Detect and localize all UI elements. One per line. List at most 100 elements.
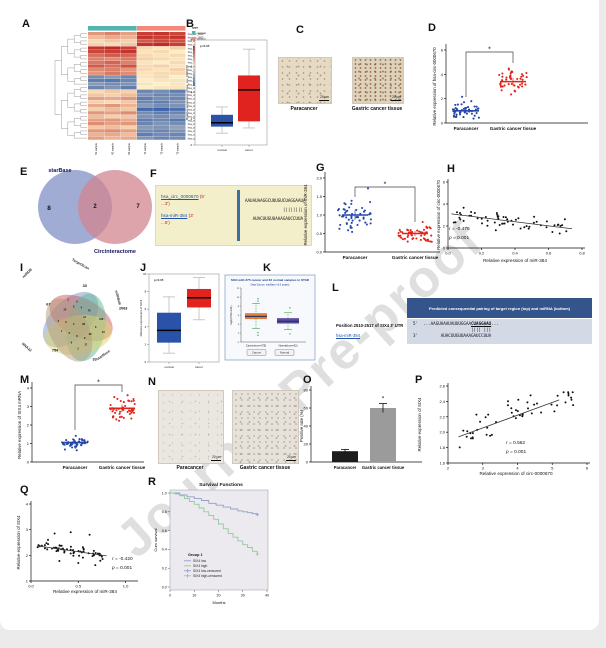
panel-q: Q 1 2 3 4 0.0 0.5 1.0 Relative expression of SI… [12, 480, 164, 602]
scale-bar: 20 μm [391, 95, 401, 101]
panel-p-label: P [415, 374, 423, 386]
svg-text:r = -0.476: r = -0.476 [449, 226, 470, 232]
image-caption: Paracancer [176, 465, 204, 471]
binding-site-box: hsa_circ_0000670 (5' ...3') hsa-miR-384 … [155, 185, 312, 246]
panel-h-label: H [447, 163, 455, 175]
svg-text:8: 8 [238, 306, 240, 308]
venn2-chart: starBase Circinteractome 8 2 7 [38, 168, 152, 255]
mir-cont-line: ...5') [161, 220, 170, 225]
svg-text:0: 0 [145, 360, 147, 364]
dotplot-chart-m: 0 1 2 3 4 Relative expression of SIX4 mRNA Par… [17, 380, 146, 471]
utr-sequence: 5' ...AAGUAAAUAUUUGGAACUAGGAAU... [413, 321, 499, 326]
svg-text:normal: normal [197, 31, 206, 35]
svg-text:2: 2 [77, 347, 79, 350]
panel-f: F hsa_circ_0000670 (5' ...3') hsa-miR-38… [146, 166, 320, 252]
panel-k: K SIX4 with 375 cancer and 32 normal sam… [224, 260, 324, 366]
svg-text:r = -0.420: r = -0.420 [112, 556, 133, 562]
svg-text:Relative expression of SIX4 mR: Relative expression of SIX4 mRNA [17, 391, 22, 459]
svg-text:2.4: 2.4 [439, 399, 445, 404]
scatter-chart-p: 1.6 1.8 2.0 2.2 2.4 2.6 2 3 4 5 6 Relative expressi… [417, 383, 590, 476]
utr-seq-pre: 5' ...AAGUAAAUAUUUGGAA [413, 321, 471, 326]
svg-text:2: 2 [191, 117, 193, 121]
svg-text:starBase: starBase [96, 349, 111, 361]
svg-text:tumour: tumour [197, 37, 206, 41]
svg-text:4: 4 [26, 502, 29, 507]
svg-text:Relative expression of miR-384: Relative expression of miR-384 [53, 589, 117, 594]
svg-text:6: 6 [443, 180, 446, 185]
svg-text:SIX4 high-censored: SIX4 high-censored [193, 574, 222, 578]
svg-text:6: 6 [441, 48, 444, 53]
svg-text:4: 4 [443, 202, 446, 207]
svg-text:0.0: 0.0 [316, 250, 322, 255]
panel-b: B 0 2 4 6 8 Relative expression of hsa_circ_0… [184, 16, 288, 166]
panel-m-label: M [20, 374, 30, 386]
svg-text:40: 40 [304, 424, 309, 429]
svg-text:Relative expression of circ-00: Relative expression of circ-0000670 [436, 180, 441, 250]
svg-text:Relative expression of miR-384: Relative expression of miR-384 [483, 258, 547, 263]
svg-text:2063: 2063 [119, 307, 127, 311]
panel-e-label: E [20, 166, 28, 178]
svg-text:p<0.05: p<0.05 [154, 278, 164, 282]
svg-text:1.5: 1.5 [316, 194, 322, 199]
svg-text:1.0: 1.0 [316, 213, 322, 218]
pairing-bars: |||| ||| [413, 327, 492, 332]
svg-text:2: 2 [26, 553, 29, 558]
mir-name-line: hsa-miR-384 (3' [161, 213, 194, 219]
panel-p: P 1.6 1.8 2.0 2.2 2.4 2.6 2 3 4 5 6 Relative expres… [408, 372, 598, 486]
svg-text:T1 sample: T1 sample [144, 142, 147, 154]
svg-text:8: 8 [145, 290, 147, 294]
venn5-chart: miRDB TargetScan miRWalk starBase RNA22 67 33 2… [21, 258, 127, 362]
panel-o: O 0 20 40 60 80 Positive rate (%) Paracancer Ga… [296, 372, 438, 480]
svg-text:p = 0.001: p = 0.001 [448, 235, 469, 241]
page-sheet: Journal Pre-proof A hsa_circ_0000… hsa_ci… [0, 0, 599, 630]
svg-text:0.8: 0.8 [579, 251, 585, 256]
svg-text:SIX4 with 375 cancer and 32 no: SIX4 with 375 cancer and 32 normal sampl… [231, 278, 310, 282]
svg-text:SIX4 high: SIX4 high [193, 564, 207, 568]
targetscan-body [407, 318, 592, 344]
svg-text:p = 0.001: p = 0.001 [111, 565, 132, 571]
svg-text:*: * [384, 182, 387, 189]
svg-text:2: 2 [145, 342, 147, 346]
panel-e: E starBase Circinteractome 8 2 7 [16, 162, 168, 264]
svg-text:6: 6 [145, 307, 147, 311]
svg-text:Relative expression of miR-384: Relative expression of miR-384 [303, 184, 308, 246]
boxplot-chart-j: 0 2 4 6 8 10 Relative expression of SIX4 p<0.05… [139, 272, 220, 369]
svg-text:*: * [382, 396, 385, 403]
svg-text:*: * [97, 380, 100, 387]
svg-text:starBase: starBase [48, 168, 71, 174]
targetscan-header: Predicted consequential pairing of targe… [407, 298, 592, 318]
utr-seq-post: ... [491, 321, 499, 326]
panel-d: D 0 2 4 6 Relative expression of hsa-circ-00… [412, 18, 598, 146]
svg-text:Paracancer: Paracancer [63, 465, 88, 470]
svg-text:0: 0 [443, 246, 446, 251]
svg-text:3: 3 [27, 404, 30, 409]
svg-text:Relative expression of SIX4: Relative expression of SIX4 [16, 515, 21, 569]
panel-j: J 0 2 4 6 8 10 Relative expression of SIX4 p<0.… [138, 258, 230, 376]
panel-i-label: I [20, 262, 24, 274]
svg-text:N2 sample: N2 sample [111, 142, 114, 155]
svg-text:1: 1 [61, 330, 63, 333]
svg-text:1.0: 1.0 [123, 584, 129, 589]
svg-text:Gastric cancer tissue: Gastric cancer tissue [99, 465, 146, 470]
svg-text:68: 68 [89, 333, 92, 336]
svg-text:10: 10 [192, 594, 196, 598]
panel-q-label: Q [20, 484, 29, 496]
svg-text:Cum survival: Cum survival [153, 528, 158, 551]
svg-text:2: 2 [238, 333, 240, 335]
svg-text:76: 76 [88, 310, 91, 313]
ihc-image-gastric-cancer: 20 μm [232, 390, 299, 464]
svg-text:Cancer(num=375): Cancer(num=375) [246, 345, 266, 348]
mir-link: hsa-miR-384 [161, 213, 188, 218]
svg-text:2: 2 [68, 298, 70, 301]
svg-text:6: 6 [71, 341, 73, 344]
svg-text:0: 0 [191, 143, 193, 147]
survival-chart: Survival Functions 0.0 0.2 0.4 0.6 0.8 1.0 0 10 2… [153, 482, 269, 605]
svg-text:8: 8 [84, 337, 86, 340]
bar-chart-o: 0 20 40 60 80 Positive rate (%) Paracancer Gast… [299, 386, 422, 470]
svg-text:2.2: 2.2 [439, 414, 445, 419]
svg-text:2: 2 [93, 204, 97, 210]
scale-bar-label: 20 μm [392, 95, 401, 100]
dotplot-chart-g: 0.0 0.5 1.0 1.5 2.0 Relative expression of mi… [303, 172, 440, 260]
svg-text:98: 98 [82, 323, 85, 326]
svg-text:normal: normal [217, 148, 227, 152]
